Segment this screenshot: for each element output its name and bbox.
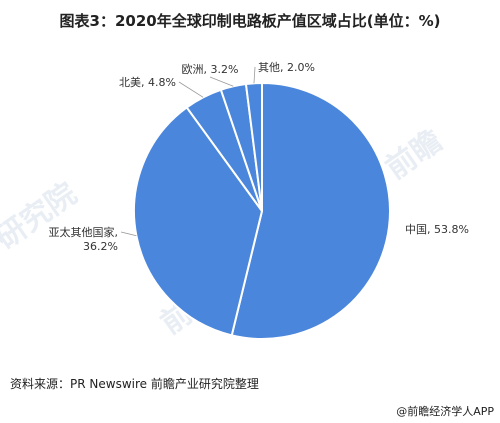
source-note: 资料来源：PR Newswire 前瞻产业研究院整理 <box>10 377 259 391</box>
pie-slice-中国 <box>230 81 391 340</box>
slice-label-中国: 中国, 53.8% <box>405 223 469 236</box>
leader-line-北美 <box>178 81 204 98</box>
slice-label-其他: 其他, 2.0% <box>258 61 315 74</box>
slice-label-欧洲: 欧洲, 3.2% <box>182 63 239 76</box>
watermark-logo: 研究院 <box>0 176 83 256</box>
brand-credit: @前瞻经济学人APP <box>396 405 494 418</box>
leader-line-欧洲 <box>209 76 234 87</box>
slice-label-北美: 北美, 4.8% <box>119 76 176 89</box>
leader-line-亚太其他国家 <box>120 231 137 237</box>
watermark-logo: 前瞻 <box>380 123 449 186</box>
pie-slice-亚太其他国家 <box>133 106 264 337</box>
chart-title: 图表3：2020年全球印制电路板产值区域占比(单位：%) <box>59 12 441 30</box>
slice-label-亚太其他国家: 亚太其他国家, 36.2% <box>49 225 119 253</box>
leader-line-其他 <box>253 66 256 84</box>
